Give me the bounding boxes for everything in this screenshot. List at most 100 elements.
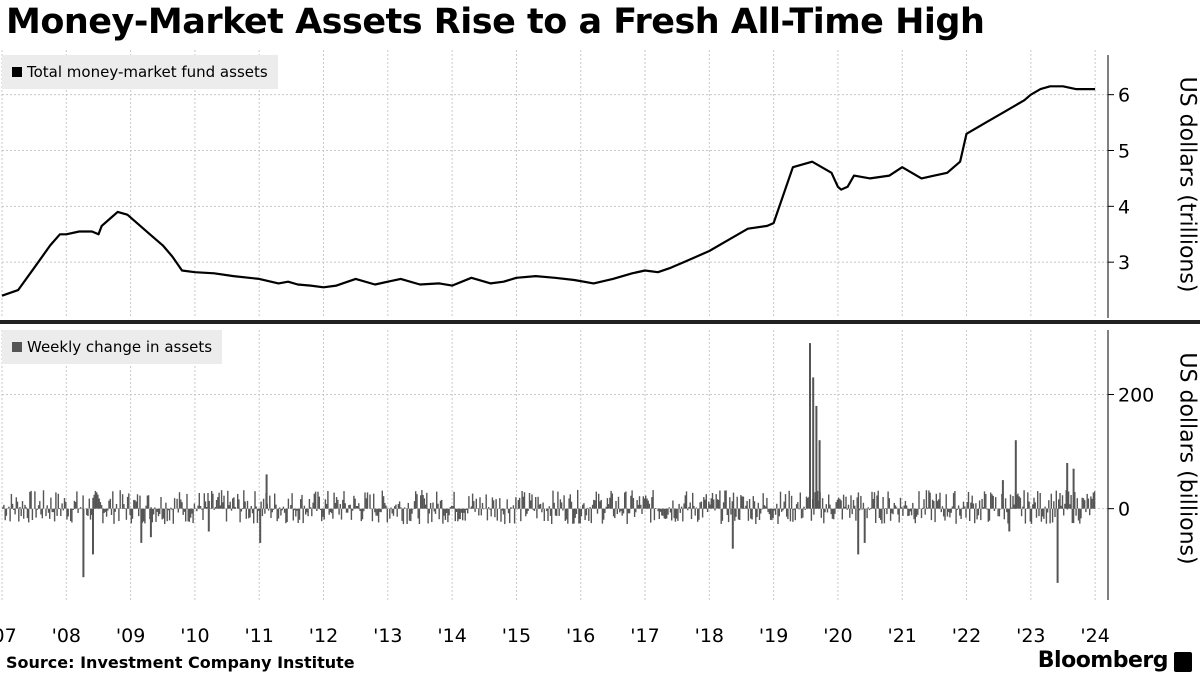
- bar-weekly-change: [1081, 497, 1083, 509]
- bar-weekly-change: [607, 504, 610, 509]
- bar-weekly-change: [418, 508, 421, 524]
- bar-weekly-change: [745, 505, 747, 509]
- bar-weekly-change: [1077, 508, 1080, 521]
- bar-weekly-change: [172, 508, 174, 524]
- bar-weekly-change: [716, 499, 719, 509]
- bar-weekly-change: [983, 491, 986, 509]
- bar-weekly-change: [112, 491, 114, 509]
- bar-weekly-change: [1089, 508, 1091, 516]
- bar-weekly-change: [907, 508, 909, 517]
- bar-weekly-change: [296, 508, 298, 511]
- bar-weekly-change: [190, 508, 192, 518]
- bar-weekly-change: [119, 490, 121, 509]
- bar-weekly-change: [573, 508, 575, 524]
- bar-weekly-change: [803, 506, 805, 509]
- bar-weekly-change: [270, 508, 272, 518]
- bar-weekly-change: [188, 508, 191, 522]
- bar-weekly-change: [222, 502, 224, 509]
- bar-weekly-change: [365, 498, 367, 509]
- bar-weekly-change: [380, 508, 382, 513]
- legend-total-assets-label: Total money-market fund assets: [27, 63, 268, 81]
- bar-weekly-change: [1011, 507, 1013, 509]
- bar-weekly-change: [349, 504, 351, 509]
- bar-weekly-change: [1034, 502, 1036, 509]
- bar-weekly-change: [933, 501, 935, 509]
- bar-weekly-change: [653, 508, 656, 521]
- bar-weekly-change: [714, 508, 716, 511]
- bar-weekly-change: [25, 507, 27, 509]
- bar-weekly-change: [820, 508, 822, 518]
- bar-weekly-change: [92, 497, 94, 509]
- bar-weekly-change: [861, 508, 863, 510]
- bar-weekly-change: [1045, 508, 1048, 524]
- bar-weekly-change: [476, 508, 479, 509]
- bar-weekly-change: [828, 494, 830, 509]
- bar-weekly-change: [721, 508, 724, 521]
- bar-weekly-change: [97, 494, 99, 509]
- bar-weekly-change: [290, 505, 292, 509]
- bar-weekly-change: [285, 508, 287, 524]
- bar-weekly-change: [934, 508, 936, 523]
- bar-weekly-change: [133, 499, 135, 509]
- bar-weekly-change: [779, 491, 782, 509]
- x-tick-label: '16: [566, 625, 595, 647]
- bar-weekly-change: [969, 508, 971, 521]
- bar-weekly-change: [326, 503, 328, 509]
- bar-weekly-change: [1029, 508, 1031, 522]
- bar-weekly-change: [690, 508, 693, 520]
- bar-weekly-change: [110, 508, 113, 515]
- bar-weekly-change: [223, 495, 225, 509]
- bar-weekly-change: [360, 508, 362, 522]
- bar-weekly-change: [212, 493, 214, 509]
- bar-weekly-change: [987, 508, 989, 522]
- bar-weekly-change: [244, 501, 246, 509]
- bar-weekly-change: [191, 508, 193, 514]
- brand-logo: Bloomberg: [1037, 648, 1169, 673]
- bar-weekly-change: [26, 508, 29, 519]
- bar-weekly-change: [333, 492, 335, 509]
- bar-weekly-change: [1003, 508, 1005, 520]
- bar-weekly-change: [485, 494, 487, 509]
- bar-weekly-change: [823, 508, 825, 524]
- bar-weekly-change: [478, 508, 480, 516]
- bar-weekly-change: [347, 508, 349, 513]
- bar-weekly-change-spike: [815, 405, 818, 509]
- bar-weekly-change: [449, 507, 451, 509]
- bar-weekly-change: [554, 508, 557, 516]
- bar-weekly-change: [971, 495, 973, 509]
- bar-weekly-change: [279, 507, 281, 509]
- y-tick-label-top: 3: [1118, 252, 1130, 274]
- bar-weekly-change: [516, 508, 518, 510]
- bar-weekly-change: [1040, 508, 1043, 522]
- bar-weekly-change: [155, 508, 157, 522]
- bar-weekly-change: [831, 508, 834, 519]
- bar-weekly-change: [760, 508, 762, 514]
- bar-weekly-change: [960, 508, 962, 519]
- bar-weekly-change: [98, 498, 100, 509]
- bar-weekly-change: [633, 508, 636, 517]
- bar-weekly-change: [951, 506, 954, 509]
- bar-weekly-change: [824, 508, 826, 513]
- bar-weekly-change: [630, 495, 632, 509]
- bar-weekly-change-spike: [857, 508, 860, 555]
- bar-weekly-change: [710, 498, 712, 509]
- bar-weekly-change: [558, 508, 560, 516]
- bar-weekly-change: [772, 508, 774, 518]
- bar-weekly-change: [437, 503, 439, 509]
- bar-weekly-change: [698, 508, 700, 520]
- bar-weekly-change: [798, 508, 800, 510]
- bar-weekly-change: [139, 495, 141, 509]
- bar-weekly-change: [37, 505, 40, 509]
- bar-weekly-change: [982, 507, 984, 509]
- bar-weekly-change: [920, 508, 923, 519]
- bar-weekly-change: [999, 508, 1002, 510]
- y-tick-label-top: 5: [1118, 141, 1130, 163]
- bar-weekly-change: [938, 499, 940, 509]
- bar-weekly-change-spike: [207, 508, 210, 532]
- bar-weekly-change: [612, 508, 615, 517]
- bar-weekly-change: [220, 490, 223, 509]
- bar-weekly-change: [955, 508, 957, 524]
- bar-weekly-change: [725, 490, 727, 509]
- bar-weekly-change: [29, 491, 31, 509]
